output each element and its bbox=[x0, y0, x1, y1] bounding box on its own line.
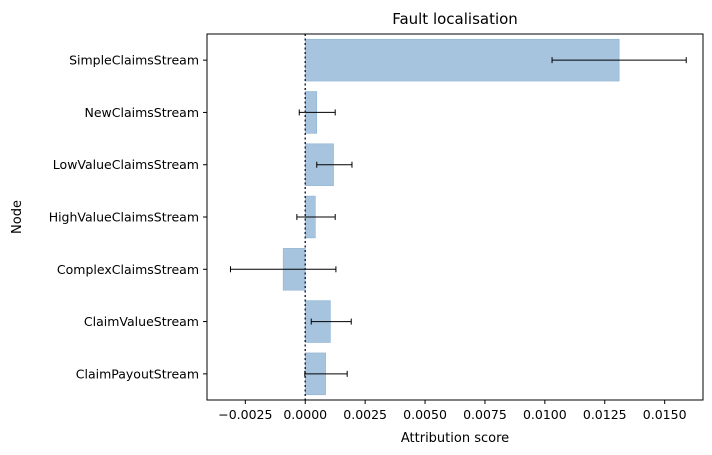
x-tick-label: 0.0000 bbox=[283, 407, 327, 422]
error-bar bbox=[551, 57, 687, 64]
x-tick-label: 0.0025 bbox=[343, 407, 387, 422]
y-tick-label: ClaimValueStream bbox=[84, 314, 199, 329]
y-tick-label: SimpleClaimsStream bbox=[69, 53, 199, 68]
error-bar bbox=[310, 318, 352, 325]
x-axis-label: Attribution score bbox=[401, 431, 509, 446]
error-bar bbox=[229, 266, 337, 273]
error-bar bbox=[296, 214, 336, 220]
y-tick-label: HighValueClaimsStream bbox=[49, 210, 199, 225]
y-ticks-layer: SimpleClaimsStream NewClaimsStream LowValu… bbox=[49, 53, 207, 381]
x-tick-label: 0.0075 bbox=[463, 407, 507, 422]
y-axis-label: Node bbox=[10, 200, 25, 234]
y-tick-label: LowValueClaimsStream bbox=[53, 157, 199, 172]
x-tick-label: 0.0100 bbox=[523, 407, 567, 422]
x-ticks-layer: −0.0025 0.0000 0.0025 0.0050 0.0075 0.0100 0.0… bbox=[218, 400, 687, 422]
x-tick-label: 0.0050 bbox=[403, 407, 447, 422]
x-tick-label: 0.0125 bbox=[583, 407, 627, 422]
chart-title: Fault localisation bbox=[392, 10, 518, 28]
plot-frame bbox=[206, 33, 704, 401]
y-tick-label: NewClaimsStream bbox=[84, 105, 199, 120]
error-bars-layer bbox=[229, 57, 687, 377]
y-tick-label: ComplexClaimsStream bbox=[57, 262, 199, 277]
error-bar bbox=[316, 161, 353, 168]
x-tick-label: −0.0025 bbox=[218, 407, 272, 422]
y-tick-label: ClaimPayoutStream bbox=[76, 366, 199, 381]
x-tick-label: 0.0150 bbox=[643, 407, 687, 422]
